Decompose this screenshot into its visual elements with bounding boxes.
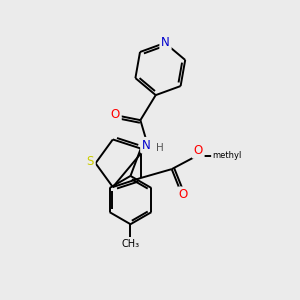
Text: N: N xyxy=(161,36,170,49)
Text: O: O xyxy=(194,144,203,157)
Text: N: N xyxy=(142,139,151,152)
Text: S: S xyxy=(86,155,94,168)
Text: O: O xyxy=(111,108,120,121)
Text: CH₃: CH₃ xyxy=(122,239,140,249)
Text: O: O xyxy=(179,188,188,201)
Text: H: H xyxy=(156,142,164,152)
Text: methyl: methyl xyxy=(212,152,242,160)
